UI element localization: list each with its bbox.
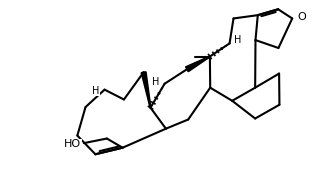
- Polygon shape: [141, 72, 151, 108]
- Text: HO: HO: [64, 139, 81, 149]
- Polygon shape: [185, 56, 210, 72]
- Text: O: O: [297, 12, 306, 23]
- Text: H: H: [152, 77, 160, 87]
- Text: H: H: [92, 86, 99, 96]
- Text: H: H: [234, 35, 242, 45]
